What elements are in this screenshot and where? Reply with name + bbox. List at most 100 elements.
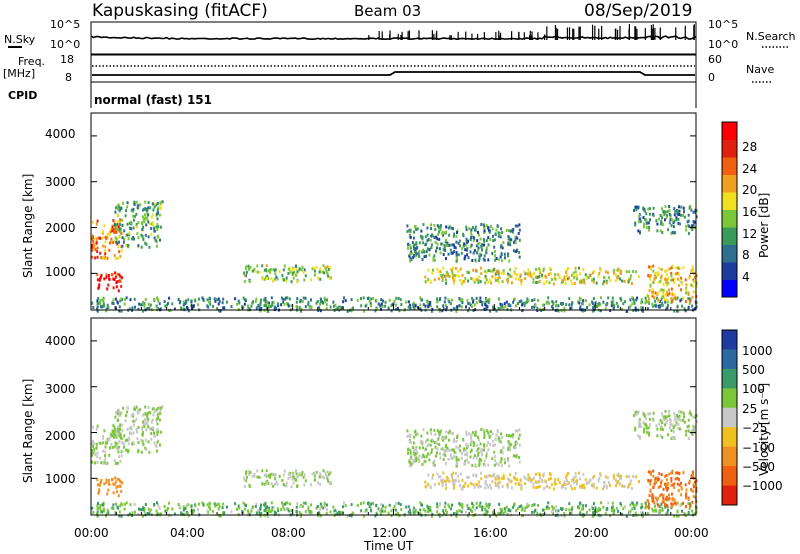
power-cell	[415, 252, 418, 256]
velocity-cell	[563, 480, 566, 484]
power-cell	[381, 304, 383, 308]
velocity-cell	[122, 406, 125, 410]
vel-cbtick-m1000: −1000	[742, 479, 783, 493]
power-cell	[147, 302, 150, 306]
velocity-cell	[483, 444, 486, 448]
power-cell	[463, 256, 466, 260]
velocity-cell	[119, 427, 122, 431]
velocity-cell	[550, 510, 553, 514]
power-cell	[277, 304, 280, 308]
velocity-cell	[426, 444, 429, 448]
power-cell	[390, 304, 393, 308]
velocity-cell	[480, 458, 483, 462]
power-cell	[96, 299, 99, 303]
power-cell	[678, 278, 681, 282]
velocity-cell	[483, 436, 486, 440]
power-cell	[96, 246, 99, 250]
power-cell	[252, 300, 254, 304]
power-cell	[114, 231, 117, 234]
velocity-cell	[665, 495, 668, 499]
velocity-cell	[485, 444, 488, 448]
power-cell	[325, 303, 328, 307]
power-cell	[494, 279, 497, 282]
power-cell	[484, 269, 487, 273]
velocity-cell	[226, 505, 228, 509]
power-cell	[459, 279, 461, 282]
velocity-cell	[208, 505, 210, 509]
power-cell	[267, 303, 270, 307]
power-cell	[153, 229, 156, 233]
velocity-cell	[489, 442, 492, 446]
power-cell	[445, 278, 447, 282]
power-cell	[647, 274, 650, 277]
velocity-cell	[508, 464, 511, 468]
velocity-cell	[649, 488, 652, 492]
power-cell	[192, 305, 195, 309]
velocity-cell	[128, 436, 131, 440]
power-cell	[245, 265, 248, 269]
power-cell	[263, 298, 266, 302]
velocity-cell	[547, 501, 550, 505]
velocity-cell	[457, 458, 460, 462]
power-cell	[626, 309, 628, 313]
velocity-cell	[612, 505, 615, 509]
noise-left-tick-top: 10^5	[50, 18, 80, 31]
velocity-cell	[296, 485, 299, 489]
velocity-cell	[243, 476, 246, 480]
velocity-cell	[247, 469, 250, 473]
power-cell	[413, 243, 416, 247]
velocity-cell	[125, 414, 127, 418]
power-cell	[218, 300, 221, 304]
power-cell	[520, 282, 523, 286]
power-cell	[670, 297, 673, 301]
power-cell	[119, 274, 122, 278]
velocity-cell	[134, 510, 136, 514]
velocity-cell	[629, 479, 632, 483]
power-cell	[121, 244, 124, 248]
velocity-cell	[689, 412, 692, 415]
velocity-cell	[292, 481, 295, 485]
power-cell	[243, 302, 246, 306]
power-cell	[685, 283, 688, 287]
power-cell	[491, 252, 494, 256]
velocity-cell	[469, 443, 472, 447]
power-cell	[677, 217, 680, 221]
power-cell	[111, 301, 114, 305]
velocity-cell	[467, 444, 469, 448]
velocity-cell	[518, 433, 521, 437]
velocity-cell	[542, 474, 545, 478]
power-cell	[494, 276, 497, 280]
power-cell	[267, 269, 270, 273]
velocity-cell	[319, 507, 322, 511]
velocity-cell	[491, 432, 494, 436]
velocity-cell	[334, 508, 337, 512]
power-cell	[156, 244, 158, 248]
velocity-cell	[473, 508, 476, 512]
power-cell	[639, 220, 642, 224]
power-cell	[663, 297, 666, 301]
power-cell	[156, 201, 159, 205]
velocity-cell	[655, 480, 657, 484]
velocity-cell	[135, 417, 138, 421]
power-cell	[267, 309, 270, 313]
power-cell	[472, 226, 474, 230]
power-cell	[609, 309, 612, 313]
velocity-cell	[664, 497, 667, 501]
power-cell	[166, 303, 168, 307]
power-cell	[498, 297, 501, 301]
power-cell	[380, 298, 383, 301]
power-cell	[667, 303, 669, 307]
velocity-cell	[119, 504, 122, 508]
velocity-cell	[427, 510, 430, 514]
power-cell	[143, 304, 146, 308]
velocity-panel: 4000 3000 2000 1000 Slant Range [km] Vel…	[21, 317, 783, 518]
power-cell	[119, 218, 122, 222]
velocity-cell	[486, 510, 489, 514]
power-cell	[159, 238, 161, 242]
velocity-cell	[126, 406, 129, 410]
velocity-cell	[678, 410, 680, 414]
power-cell	[126, 201, 129, 205]
power-cell	[288, 266, 291, 270]
power-cell	[156, 235, 159, 239]
velocity-cell	[656, 478, 659, 482]
